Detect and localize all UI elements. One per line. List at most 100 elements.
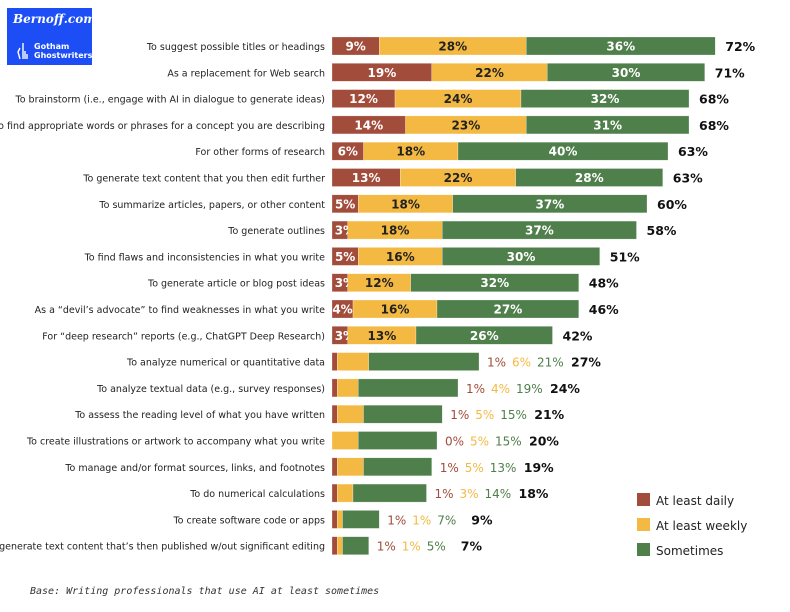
category-label: As a replacement for Web search	[167, 68, 325, 79]
data-label: 13%	[368, 329, 397, 343]
category-label: To create software code or apps	[172, 515, 325, 526]
total-label: 51%	[610, 249, 640, 264]
data-label: 37%	[525, 224, 554, 238]
data-label: 26%	[470, 329, 499, 343]
data-label: 22%	[475, 66, 504, 80]
data-label: 1%	[466, 382, 485, 396]
bar-segment-sometimes	[368, 352, 480, 371]
total-label: 72%	[725, 39, 755, 54]
data-label: 18%	[391, 197, 420, 211]
data-label: 14%	[485, 487, 512, 501]
bar-segment-sometimes	[452, 194, 648, 214]
category-label: To generate outlines	[227, 226, 325, 237]
data-label: 1%	[440, 461, 459, 475]
data-label: 21%	[537, 356, 564, 370]
data-label: 7%	[437, 513, 456, 527]
category-label: To create illustrations or artwork to ac…	[26, 437, 325, 448]
data-label: 1%	[387, 513, 406, 527]
data-label: 13%	[490, 461, 517, 475]
footer-note: Base: Writing professionals that use AI …	[30, 586, 380, 597]
logo-brand: Gotham Ghostwriters	[34, 42, 94, 60]
data-label: 13%	[352, 171, 381, 185]
data-label: 30%	[612, 66, 641, 80]
data-label: 27%	[494, 303, 523, 317]
bar-segment-sometimes	[358, 378, 459, 398]
bar-segment-daily	[331, 536, 338, 555]
data-label: 1%	[377, 540, 396, 554]
data-label: 1%	[412, 513, 431, 527]
bar-segment-sometimes	[547, 63, 705, 82]
skyline-icon	[17, 43, 28, 60]
category-label: To analyze numerical or quantitative dat…	[126, 358, 325, 369]
bar-segment-daily	[331, 378, 338, 398]
data-label: 14%	[354, 118, 383, 132]
bar-segment-sometimes	[436, 299, 579, 319]
data-label: 36%	[606, 40, 635, 54]
legend-swatch	[637, 518, 650, 531]
bar-segment-weekly	[337, 404, 364, 424]
data-label: 0%	[445, 435, 464, 449]
data-label: 12%	[349, 92, 378, 106]
total-label: 7%	[461, 539, 483, 554]
total-label: 24%	[550, 381, 580, 396]
bar-segment-weekly	[337, 352, 369, 371]
data-label: 15%	[495, 435, 522, 449]
bar-segment-daily	[331, 404, 338, 424]
bar-segment-sometimes	[520, 89, 690, 108]
category-label: To summarize articles, papers, or other …	[98, 200, 325, 211]
data-label: 16%	[386, 250, 415, 264]
total-label: 20%	[529, 434, 559, 449]
data-label: 32%	[591, 92, 620, 106]
data-label: 6%	[512, 356, 531, 370]
category-label: To generate article or blog post ideas	[147, 279, 325, 290]
data-label: 1%	[450, 408, 469, 422]
total-label: 42%	[563, 328, 593, 343]
bar-segment-weekly	[337, 536, 343, 555]
data-label: 15%	[500, 408, 527, 422]
bar-segment-sometimes	[526, 36, 716, 56]
data-label: 37%	[536, 197, 565, 211]
data-label: 5%	[335, 197, 355, 211]
category-label: To suggest possible titles or headings	[146, 42, 325, 53]
data-label: 5%	[470, 435, 489, 449]
total-label: 27%	[571, 355, 601, 370]
data-label: 22%	[444, 171, 473, 185]
data-label: 19%	[516, 382, 543, 396]
category-label: For “deep research” reports (e.g., ChatG…	[42, 331, 325, 342]
bar-segment-sometimes	[342, 536, 369, 555]
total-label: 68%	[699, 118, 729, 133]
total-label: 63%	[673, 171, 703, 186]
bar-segment-sometimes	[515, 168, 663, 187]
data-label: 5%	[427, 540, 446, 554]
category-label: As a “devil’s advocate” to find weakness…	[35, 305, 326, 316]
data-label: 5%	[335, 250, 355, 264]
data-label: 5%	[475, 408, 494, 422]
logo-brand-line1: Gotham	[34, 42, 70, 51]
category-label: To find flaws and inconsistencies in wha…	[84, 252, 326, 263]
data-label: 40%	[549, 145, 578, 159]
bar-segment-sometimes	[442, 220, 637, 240]
data-label: 1%	[402, 540, 421, 554]
total-label: 19%	[524, 460, 554, 475]
total-label: 18%	[519, 486, 549, 501]
legend-swatch	[637, 493, 650, 506]
bar-segment-weekly	[337, 378, 359, 398]
data-label: 16%	[381, 303, 410, 317]
total-label: 9%	[471, 512, 493, 527]
bar-segment-daily	[331, 457, 338, 477]
data-label: 19%	[368, 66, 397, 80]
category-label: To analyze textual data (e.g., survey re…	[96, 384, 325, 395]
total-label: 58%	[647, 223, 677, 238]
category-label: To brainstorm (i.e., engage with AI in d…	[15, 95, 325, 106]
data-label: 3%	[460, 487, 479, 501]
data-label: 18%	[381, 224, 410, 238]
logo-site: Bernoff.com	[13, 12, 96, 26]
category-label: To assess the reading level of what you …	[74, 410, 325, 421]
bar-segment-sometimes	[457, 141, 669, 161]
bar-segment-sometimes	[410, 273, 579, 292]
data-label: 12%	[365, 276, 394, 290]
data-label: 5%	[465, 461, 484, 475]
bar-segment-sometimes	[363, 457, 432, 477]
